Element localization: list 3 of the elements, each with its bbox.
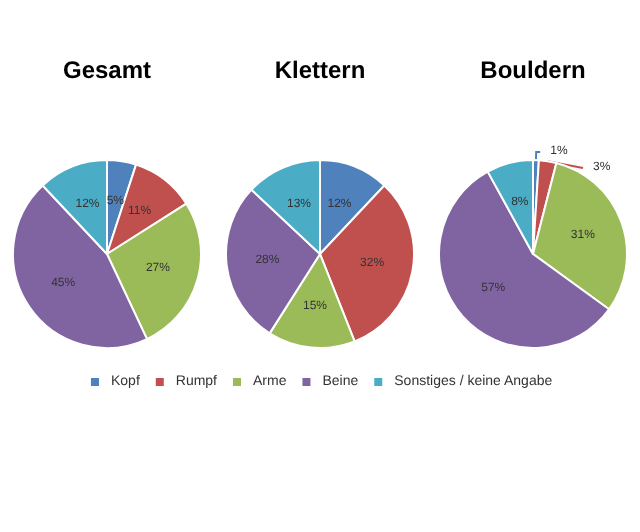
chart-title: Gesamt bbox=[62, 56, 152, 84]
chart-title: Klettern bbox=[274, 56, 366, 84]
chart-title: Bouldern bbox=[480, 56, 586, 84]
